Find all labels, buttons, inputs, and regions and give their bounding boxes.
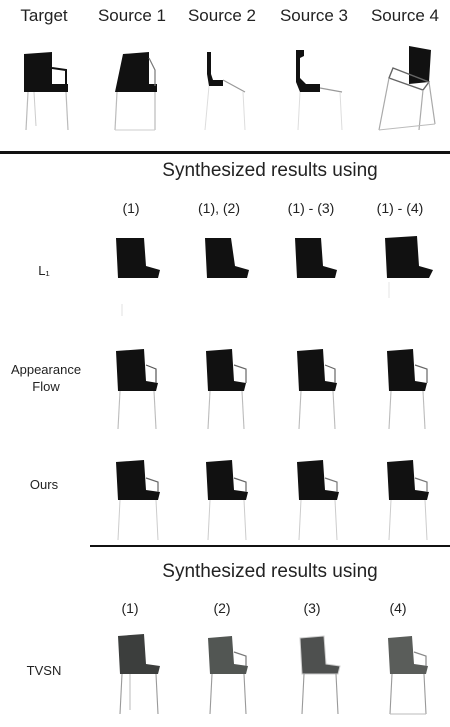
ours-result-2: [196, 454, 266, 544]
header-source-1: Source 1: [97, 6, 167, 25]
source-4-chair-image: [373, 44, 443, 134]
row-label-tvsn: TVSN: [26, 663, 62, 678]
section2-subheader-3: (3): [303, 600, 321, 616]
target-chair-image: [12, 44, 82, 134]
section2-heading: Synthesized results using: [162, 561, 378, 582]
header-target: Target: [20, 6, 68, 25]
section2-subheader-2: (2): [213, 600, 231, 616]
ours-result-3: [287, 454, 357, 544]
header-source-2: Source 2: [187, 6, 257, 25]
appearance-flow-result-1: [106, 343, 176, 433]
row-label-l1: L₁: [38, 263, 50, 278]
l1-result-2: [195, 232, 265, 322]
source-2-chair-image: [195, 44, 265, 134]
section1-subheader-1: (1): [122, 200, 140, 216]
appearance-flow-result-3: [287, 343, 357, 433]
header-source-3: Source 3: [279, 6, 349, 25]
ours-result-4: [377, 454, 447, 544]
tvsn-result-1: [108, 628, 178, 718]
section1-subheader-2: (1), (2): [198, 200, 240, 216]
source-3-chair-image: [286, 44, 356, 134]
section1-subheader-3: (1) - (3): [287, 200, 335, 216]
row-label-ours: Ours: [29, 477, 59, 492]
l1-result-4: [375, 232, 445, 322]
tvsn-result-4: [378, 628, 448, 718]
tvsn-result-2: [198, 628, 268, 718]
appearance-flow-result-4: [377, 343, 447, 433]
section1-heading: Synthesized results using: [162, 160, 378, 181]
ours-result-1: [106, 454, 176, 544]
header-source-4: Source 4: [370, 6, 440, 25]
section-divider-top: [0, 151, 450, 154]
row-label-appearance-flow: Appearance Flow: [10, 362, 82, 394]
tvsn-result-3: [290, 628, 360, 718]
l1-result-1: [104, 232, 174, 322]
source-1-chair-image: [105, 44, 175, 134]
section2-subheader-1: (1): [121, 600, 139, 616]
section2-subheader-4: (4): [389, 600, 407, 616]
section-divider-bottom: [90, 545, 450, 547]
l1-result-3: [285, 232, 355, 322]
section1-subheader-4: (1) - (4): [376, 200, 424, 216]
appearance-flow-result-2: [196, 343, 266, 433]
